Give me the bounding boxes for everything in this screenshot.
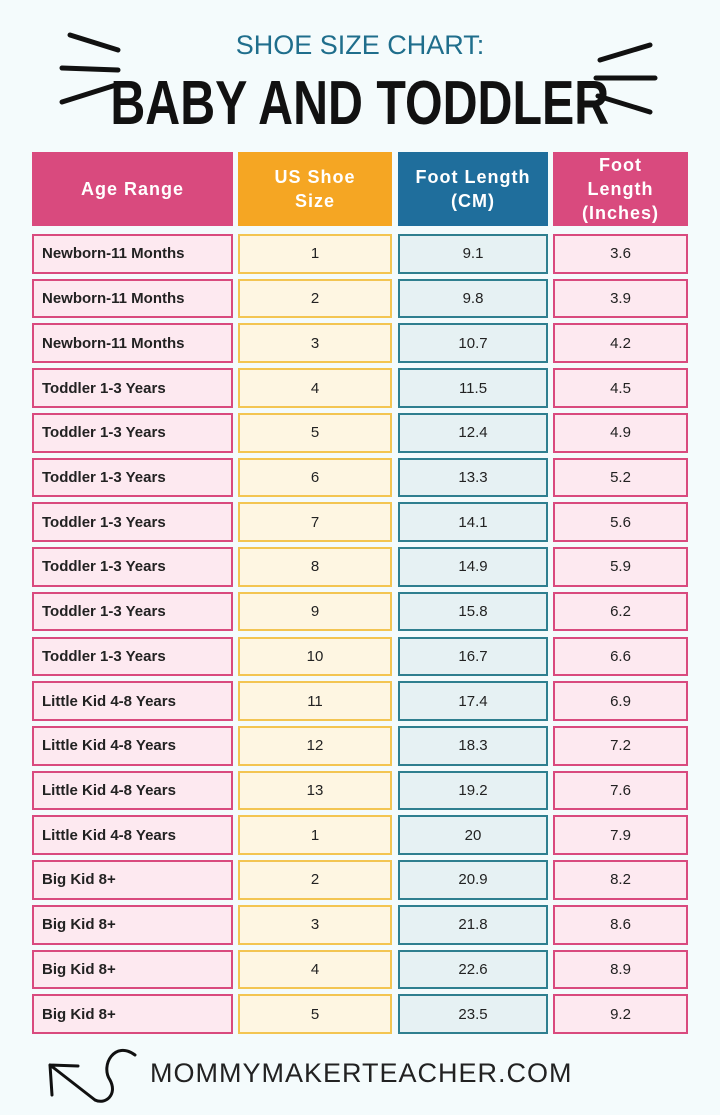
table-cell: Big Kid 8+ xyxy=(32,860,233,900)
table-cell: Little Kid 4-8 Years xyxy=(32,725,233,766)
table-cell: 7.2 xyxy=(553,725,688,766)
table-cell: 19.2 xyxy=(398,770,548,811)
table-cell: 5 xyxy=(238,994,392,1034)
table-cell: Little Kid 4-8 Years xyxy=(32,815,233,856)
column-header: Age Range xyxy=(32,152,233,226)
table-cell: 9 xyxy=(238,591,392,632)
table-cell: 8.6 xyxy=(553,904,688,945)
table-cell: 7 xyxy=(238,502,392,543)
table-cell: Toddler 1-3 Years xyxy=(32,591,233,632)
table-cell: 15.8 xyxy=(398,591,548,632)
table-cell: 16.7 xyxy=(398,636,548,677)
table-cell: 4 xyxy=(238,368,392,408)
table-cell: 22.6 xyxy=(398,949,548,990)
subtitle: SHOE SIZE CHART: xyxy=(235,30,485,60)
table-cell: 7.6 xyxy=(553,770,688,811)
table-cell: 11 xyxy=(238,681,392,721)
column-header: US Shoe Size xyxy=(238,152,392,226)
table-cell: 21.8 xyxy=(398,904,548,945)
table-cell: Little Kid 4-8 Years xyxy=(32,681,233,721)
table-cell: Toddler 1-3 Years xyxy=(32,368,233,408)
table-cell: Toddler 1-3 Years xyxy=(32,457,233,498)
table-cell: Newborn-11 Months xyxy=(32,323,233,364)
table-cell: 13.3 xyxy=(398,457,548,498)
table-cell: 9.2 xyxy=(553,994,688,1034)
table-cell: Big Kid 8+ xyxy=(32,949,233,990)
table-cell: Newborn-11 Months xyxy=(32,278,233,319)
table-cell: 2 xyxy=(238,860,392,900)
title-wrap: BABY AND TODDLER xyxy=(0,68,720,139)
table-cell: 2 xyxy=(238,278,392,319)
table-cell: 10 xyxy=(238,636,392,677)
table-cell: 8.9 xyxy=(553,949,688,990)
table-cell: 14.9 xyxy=(398,547,548,587)
column-header: Foot Length (Inches) xyxy=(553,152,688,226)
table-cell: 11.5 xyxy=(398,368,548,408)
table-cell: Little Kid 4-8 Years xyxy=(32,770,233,811)
table-cell: Toddler 1-3 Years xyxy=(32,636,233,677)
table-cell: 5.9 xyxy=(553,547,688,587)
table-cell: 3 xyxy=(238,904,392,945)
table-cell: 1 xyxy=(238,234,392,274)
table-cell: 1 xyxy=(238,815,392,856)
table-cell: 5.6 xyxy=(553,502,688,543)
table-cell: 8.2 xyxy=(553,860,688,900)
table-cell: 7.9 xyxy=(553,815,688,856)
footer-site: MOMMYMAKERTEACHER.COM xyxy=(150,1058,573,1088)
table-cell: 3.9 xyxy=(553,278,688,319)
table-cell: 18.3 xyxy=(398,725,548,766)
table-cell: 5 xyxy=(238,412,392,453)
table-cell: Toddler 1-3 Years xyxy=(32,502,233,543)
table-cell: 9.1 xyxy=(398,234,548,274)
table-cell: 3 xyxy=(238,323,392,364)
table-cell: 6.2 xyxy=(553,591,688,632)
table-cell: 4.5 xyxy=(553,368,688,408)
table-cell: 4.9 xyxy=(553,412,688,453)
table-cell: 23.5 xyxy=(398,994,548,1034)
table-cell: 8 xyxy=(238,547,392,587)
table-cell: Toddler 1-3 Years xyxy=(32,412,233,453)
table-cell: 12.4 xyxy=(398,412,548,453)
table-cell: Big Kid 8+ xyxy=(32,994,233,1034)
table-cell: Newborn-11 Months xyxy=(32,234,233,274)
table-cell: 17.4 xyxy=(398,681,548,721)
table-cell: 6 xyxy=(238,457,392,498)
table-cell: 14.1 xyxy=(398,502,548,543)
table-cell: 6.6 xyxy=(553,636,688,677)
table-cell: 5.2 xyxy=(553,457,688,498)
table-cell: 4.2 xyxy=(553,323,688,364)
column-header: Foot Length (CM) xyxy=(398,152,548,226)
table-cell: 3.6 xyxy=(553,234,688,274)
table-cell: Toddler 1-3 Years xyxy=(32,547,233,587)
table-cell: 20.9 xyxy=(398,860,548,900)
table-cell: 13 xyxy=(238,770,392,811)
table-cell: 6.9 xyxy=(553,681,688,721)
table-cell: 9.8 xyxy=(398,278,548,319)
table-cell: 12 xyxy=(238,725,392,766)
title: BABY AND TODDLER xyxy=(110,69,610,138)
table-cell: 4 xyxy=(238,949,392,990)
table-cell: 20 xyxy=(398,815,548,856)
table-cell: Big Kid 8+ xyxy=(32,904,233,945)
table-cell: 10.7 xyxy=(398,323,548,364)
